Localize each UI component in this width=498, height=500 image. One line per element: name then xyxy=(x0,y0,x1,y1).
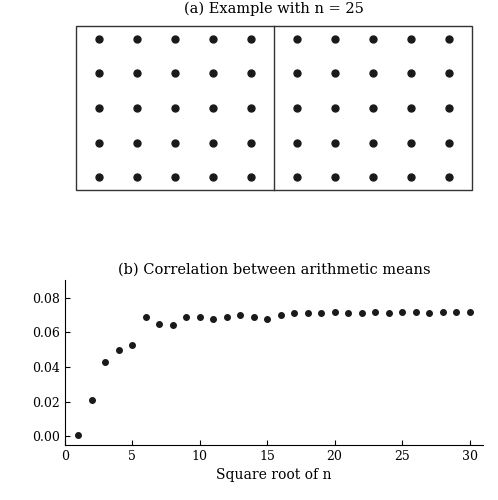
Title: (b) Correlation between arithmetic means: (b) Correlation between arithmetic means xyxy=(118,262,430,276)
Title: (a) Example with n = 25: (a) Example with n = 25 xyxy=(184,2,364,16)
X-axis label: Square root of n: Square root of n xyxy=(216,468,332,482)
